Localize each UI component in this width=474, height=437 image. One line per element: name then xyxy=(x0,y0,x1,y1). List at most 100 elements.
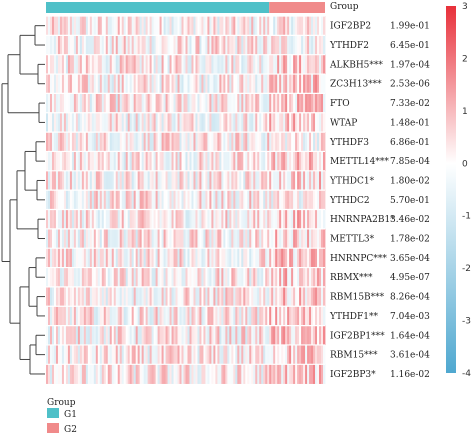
heatmap-cell xyxy=(139,209,143,230)
heatmap-cell xyxy=(189,325,192,346)
heatmap-cell xyxy=(297,170,300,191)
heatmap-cell xyxy=(271,248,274,268)
heatmap-cell xyxy=(133,16,137,36)
heatmap-cell xyxy=(103,248,107,268)
heatmap-cell xyxy=(145,306,149,326)
heatmap-cell xyxy=(93,325,97,346)
heatmap-cell xyxy=(203,248,206,268)
heatmap-cell xyxy=(277,132,280,152)
heatmap-cell xyxy=(46,364,49,384)
heatmap-cell xyxy=(307,112,310,133)
heatmap-cell xyxy=(321,364,324,384)
heatmap-cell xyxy=(231,209,234,230)
heatmap-cell xyxy=(247,151,250,172)
heatmap-cell xyxy=(71,344,75,365)
heatmap-cell xyxy=(211,286,214,307)
heatmap-cell xyxy=(193,364,196,384)
heatmap-cell xyxy=(46,286,49,307)
heatmap-cell xyxy=(235,267,238,288)
heatmap-cell xyxy=(277,267,280,288)
heatmap-cell xyxy=(273,306,276,326)
heatmap-cell xyxy=(177,151,180,172)
heatmap-cell xyxy=(265,190,268,210)
heatmap-cell xyxy=(121,16,125,36)
heatmap-cell xyxy=(189,151,192,172)
heatmap-cell xyxy=(169,54,172,75)
heatmap-cell xyxy=(47,74,51,94)
heatmap-cell xyxy=(71,16,75,36)
heatmap-cell xyxy=(285,112,288,133)
heatmap-cell xyxy=(59,54,63,75)
heatmap-cell xyxy=(323,325,326,346)
heatmap-cell xyxy=(153,209,156,230)
heatmap-cell xyxy=(301,364,304,384)
heatmap-cell xyxy=(197,286,200,307)
heatmap-cell xyxy=(323,190,326,210)
heatmap-cell xyxy=(101,35,105,55)
heatmap-cell xyxy=(153,364,156,384)
heatmap-cell xyxy=(253,151,256,172)
heatmap-cell xyxy=(263,112,266,133)
heatmap-cell xyxy=(307,170,310,191)
heatmap-cell xyxy=(73,306,77,326)
heatmap-cell xyxy=(137,344,141,365)
heatmap-cell xyxy=(167,190,170,210)
heatmap-cell xyxy=(291,93,294,114)
heatmap-cell xyxy=(99,344,103,365)
heatmap-cell xyxy=(59,325,63,346)
heatmap-cell xyxy=(117,209,121,230)
heatmap-cell xyxy=(257,344,260,365)
heatmap-cell xyxy=(171,228,174,249)
heatmap-cell xyxy=(311,209,314,230)
heatmap-cell xyxy=(193,132,196,152)
heatmap-cell xyxy=(267,54,270,75)
heatmap-cell xyxy=(255,151,258,172)
heatmap-cell xyxy=(313,248,316,268)
heatmap-cell xyxy=(201,267,204,288)
heatmap-cell xyxy=(91,151,95,172)
heatmap-cell xyxy=(289,93,292,114)
heatmap-cell xyxy=(51,228,55,249)
heatmap-cell xyxy=(205,132,208,152)
heatmap-cell xyxy=(233,74,236,94)
heatmap-cell xyxy=(227,93,230,114)
heatmap-cell xyxy=(279,306,282,326)
heatmap-cell xyxy=(287,248,290,268)
heatmap-cell xyxy=(205,209,208,230)
heatmap-cell xyxy=(87,228,91,249)
heatmap-cell xyxy=(205,35,208,55)
heatmap-cell xyxy=(315,306,318,326)
heatmap-cell xyxy=(251,344,254,365)
heatmap-cell xyxy=(77,35,81,55)
heatmap-cell xyxy=(95,93,99,114)
heatmap-cell xyxy=(125,344,129,365)
heatmap-cell xyxy=(67,151,71,172)
heatmap-cell xyxy=(89,325,93,346)
heatmap-cell xyxy=(269,248,272,268)
heatmap-cell xyxy=(281,190,284,210)
heatmap-cell xyxy=(243,112,246,133)
heatmap-cell xyxy=(117,267,121,288)
heatmap-cell xyxy=(49,325,53,346)
heatmap-cell xyxy=(107,306,111,326)
heatmap-cell xyxy=(69,209,73,230)
heatmap-cell xyxy=(139,267,143,288)
heatmap-cell xyxy=(263,267,266,288)
heatmap-cell xyxy=(183,170,186,191)
heatmap-cell xyxy=(289,170,292,191)
heatmap-cell xyxy=(209,228,212,249)
heatmap-cell xyxy=(253,248,256,268)
heatmap-cell xyxy=(91,344,95,365)
heatmap-cell xyxy=(267,364,270,384)
heatmap-cell xyxy=(165,170,168,191)
heatmap-cell xyxy=(233,132,236,152)
heatmap-cell xyxy=(183,151,186,172)
heatmap-cell xyxy=(249,344,252,365)
heatmap-cell xyxy=(141,132,145,152)
heatmap-cell xyxy=(201,132,204,152)
heatmap-cell xyxy=(123,267,127,288)
heatmap-cell xyxy=(313,286,316,307)
heatmap-cell xyxy=(147,54,151,75)
heatmap-cell xyxy=(143,364,147,384)
heatmap-cell xyxy=(65,248,69,268)
